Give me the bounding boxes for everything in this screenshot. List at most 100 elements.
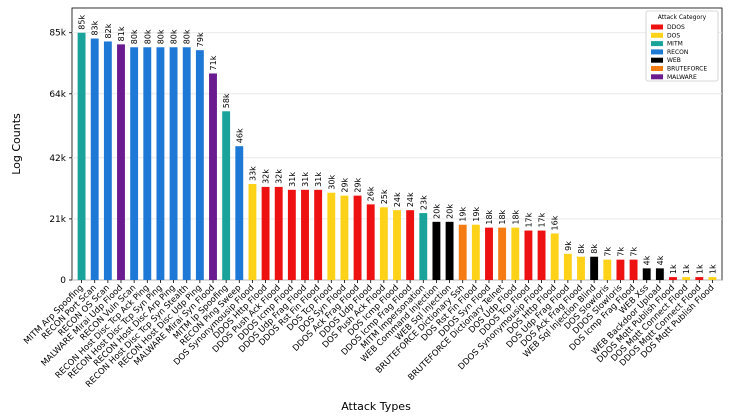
value-label: 29k [354,177,363,192]
bar [537,230,546,280]
bar [301,189,309,280]
legend-swatch [651,32,663,38]
value-label: 1k [708,264,717,274]
bar [563,253,572,280]
value-label: 24k [406,192,415,207]
value-label: 80k [183,29,192,44]
bar [182,47,191,280]
value-label: 32k [275,169,284,184]
value-label: 23k [419,195,428,210]
legend-swatch [651,66,663,71]
bar [90,38,99,280]
bar [471,224,480,280]
value-label: 31k [301,172,310,187]
legend-title: Attack Category [658,14,707,21]
value-label: 7k [616,247,625,257]
legend-swatch [651,41,663,47]
bar [103,41,112,280]
legend-label: MITM [667,41,683,48]
bar [642,268,651,280]
bar [419,213,428,280]
bar [77,32,86,281]
bar [485,227,493,280]
value-label: 83k [91,20,100,35]
value-label: 80k [156,29,165,44]
bar [524,230,533,280]
value-label: 71k [209,55,218,70]
bar [655,268,664,280]
x-axis-label: Attack Types [341,400,411,413]
value-label: 46k [235,128,244,143]
value-label: 81k [117,26,126,41]
y-tick-label: 0 [60,276,66,286]
legend-label: BRUTEFORCE [667,66,707,73]
value-label: 9k [564,241,573,251]
value-label: 17k [538,212,547,227]
value-label: 79k [196,32,205,47]
value-label: 8k [577,244,586,254]
bar [695,277,704,280]
value-label: 1k [695,264,704,274]
value-label: 19k [472,207,481,222]
bar [406,210,415,280]
bar [393,210,401,280]
value-label: 80k [130,29,139,44]
value-label: 18k [511,209,520,224]
bar [156,47,165,280]
bar [511,227,520,280]
bar [603,259,612,280]
value-label: 8k [590,244,599,254]
legend-swatch [651,74,663,80]
y-tick-label: 64k [49,90,66,100]
bar [616,259,625,280]
bar [235,146,244,280]
bar [458,224,467,280]
value-label: 4k [643,255,652,265]
value-label: 4k [656,255,665,265]
bar [274,186,283,280]
legend-label: DDOS [667,24,685,31]
legend-swatch [651,24,663,30]
y-axis-label: Log Counts [10,113,23,175]
legend-label: MALWARE [667,74,697,81]
bar [366,204,375,280]
bar [143,47,152,280]
value-label: 1k [669,264,678,274]
value-label: 7k [603,247,612,257]
bar [195,50,204,280]
value-label: 7k [630,247,639,257]
value-label: 20k [432,204,441,219]
bar [209,73,217,280]
value-label: 25k [380,189,389,204]
legend-label: WEB [667,57,681,64]
value-label: 18k [498,209,507,224]
value-label: 20k [446,204,455,219]
bar [248,184,257,280]
bar [287,189,296,280]
value-label: 31k [314,172,323,187]
bar [577,256,585,280]
bar [169,47,178,280]
value-label: 33k [248,166,257,181]
value-label: 19k [459,207,468,222]
value-label: 82k [104,23,113,38]
y-tick-label: 21k [49,215,66,225]
legend-box [645,10,719,82]
bar [222,111,231,280]
legend-label: DOS [667,32,680,39]
bar [432,221,441,280]
value-label: 29k [340,177,349,192]
y-tick-label: 85k [49,29,66,39]
bar [261,186,270,280]
y-tick-label: 42k [49,154,66,164]
bar [550,233,559,280]
value-label: 58k [222,93,231,108]
legend-swatch [651,49,663,55]
value-label: 80k [143,29,152,44]
bar [130,47,139,280]
value-label: 1k [682,264,691,274]
legend-swatch [651,57,663,63]
value-label: 16k [551,215,560,230]
bar [682,277,691,280]
